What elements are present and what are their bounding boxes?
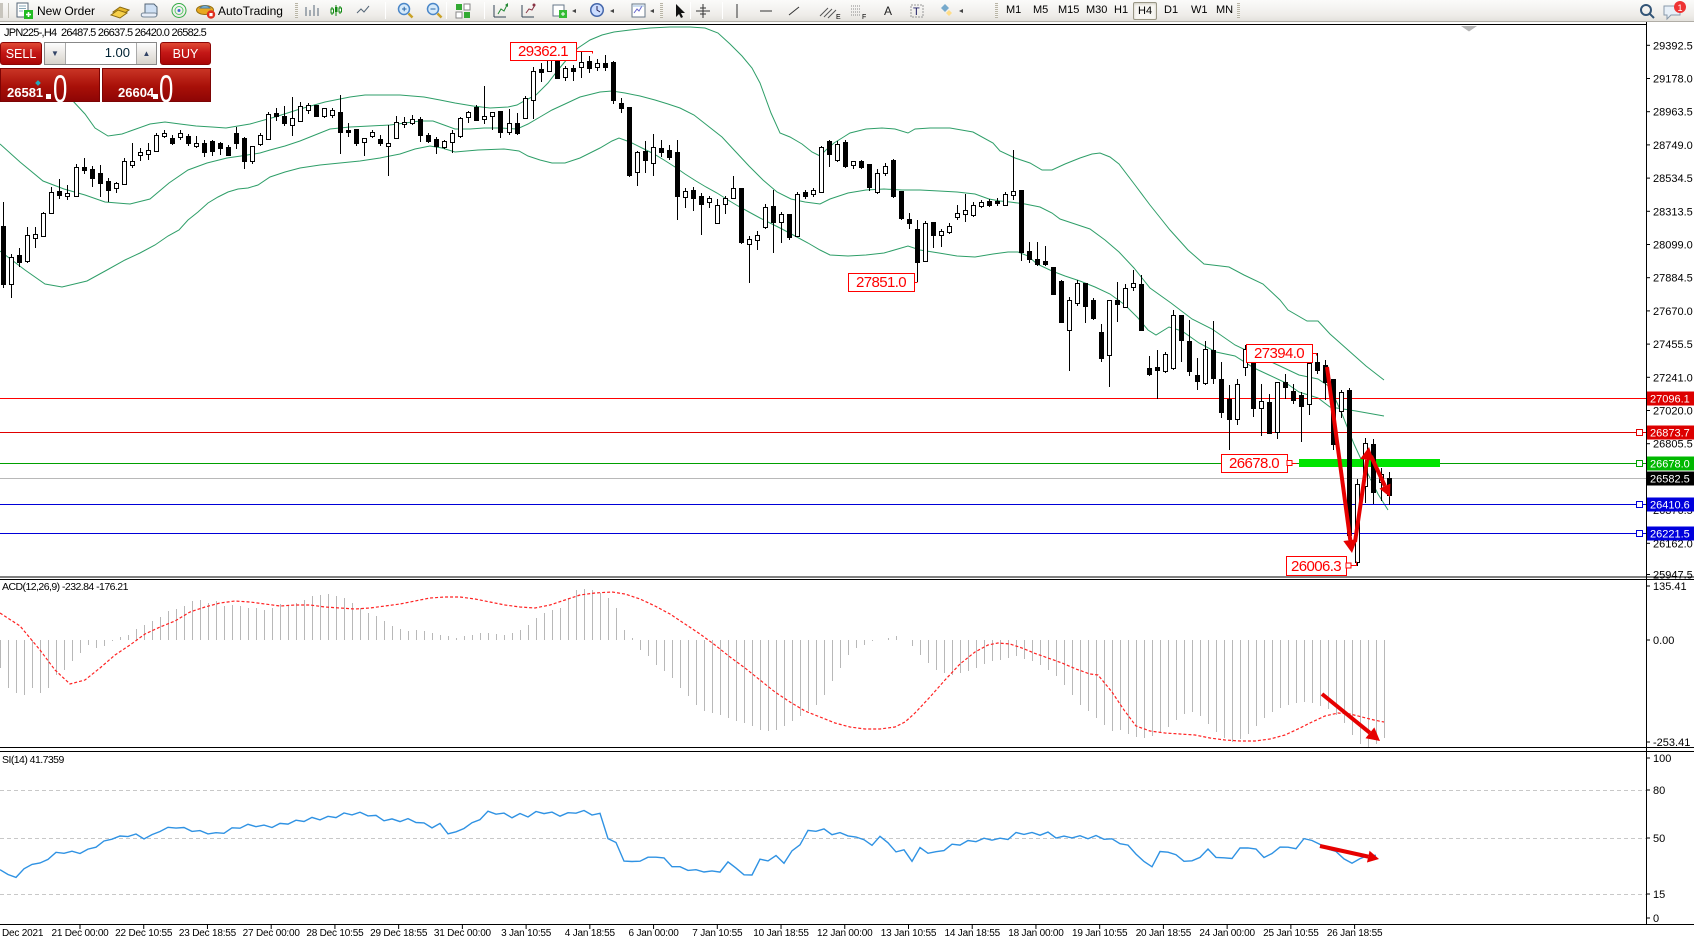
svg-text:JPN225-,H4 26487.5 26637.5 26: JPN225-,H4 26487.5 26637.5 26420.0 26582… — [4, 27, 207, 39]
svg-text:14 Jan 18:55: 14 Jan 18:55 — [945, 928, 1001, 939]
svg-text:31 Dec 00:00: 31 Dec 00:00 — [434, 928, 492, 939]
svg-text:28099.0: 28099.0 — [1653, 240, 1693, 252]
svg-text:27020.0: 27020.0 — [1653, 406, 1693, 418]
svg-text:ACD(12,26,9) -232.84 -176.21: ACD(12,26,9) -232.84 -176.21 — [2, 581, 129, 593]
svg-text:19 Jan 10:55: 19 Jan 10:55 — [1072, 928, 1128, 939]
svg-text:135.41: 135.41 — [1653, 581, 1687, 593]
svg-text:28749.0: 28749.0 — [1653, 140, 1693, 152]
svg-text:26 Jan 18:55: 26 Jan 18:55 — [1327, 928, 1383, 939]
svg-text:21 Dec 00:00: 21 Dec 00:00 — [51, 928, 109, 939]
svg-text:T: T — [913, 6, 920, 18]
svg-text:26221.5: 26221.5 — [1650, 529, 1690, 541]
svg-text:18 Jan 00:00: 18 Jan 00:00 — [1008, 928, 1064, 939]
svg-text:27455.5: 27455.5 — [1653, 339, 1693, 351]
svg-text:23 Dec 18:55: 23 Dec 18:55 — [179, 928, 237, 939]
svg-text:26678.0: 26678.0 — [1650, 459, 1690, 471]
svg-text:29 Dec 18:55: 29 Dec 18:55 — [370, 928, 428, 939]
svg-text:E: E — [836, 14, 841, 21]
svg-text:13 Jan 10:55: 13 Jan 10:55 — [881, 928, 937, 939]
svg-text:15: 15 — [1653, 889, 1665, 901]
svg-text:1: 1 — [1678, 3, 1683, 13]
svg-text:28534.5: 28534.5 — [1653, 173, 1693, 185]
svg-text:27241.0: 27241.0 — [1653, 372, 1693, 384]
svg-text:27394.0: 27394.0 — [1254, 345, 1304, 362]
svg-text:-253.41: -253.41 — [1653, 737, 1690, 749]
svg-text:12 Jan 00:00: 12 Jan 00:00 — [817, 928, 873, 939]
svg-text:100: 100 — [1653, 753, 1671, 765]
svg-text:29178.0: 29178.0 — [1653, 74, 1693, 86]
svg-text:0: 0 — [1653, 913, 1659, 925]
svg-text:25947.5: 25947.5 — [1653, 570, 1693, 582]
svg-text:7 Jan 10:55: 7 Jan 10:55 — [692, 928, 743, 939]
svg-text:26678.0: 26678.0 — [1229, 455, 1279, 472]
svg-text:80: 80 — [1653, 785, 1665, 797]
svg-text:26162.0: 26162.0 — [1653, 538, 1693, 550]
svg-text:29392.5: 29392.5 — [1653, 40, 1693, 52]
svg-text:F: F — [862, 14, 866, 21]
svg-text:28 Dec 10:55: 28 Dec 10:55 — [306, 928, 364, 939]
svg-text:27851.0: 27851.0 — [856, 274, 906, 291]
svg-text:50: 50 — [1653, 833, 1665, 845]
svg-text:6 Jan 00:00: 6 Jan 00:00 — [629, 928, 680, 939]
svg-text:29362.1: 29362.1 — [518, 43, 568, 60]
svg-text:24 Jan 00:00: 24 Jan 00:00 — [1199, 928, 1255, 939]
svg-text:Dec 2021: Dec 2021 — [2, 928, 44, 939]
svg-text:27 Dec 00:00: 27 Dec 00:00 — [243, 928, 301, 939]
svg-text:A: A — [884, 4, 892, 18]
svg-text:27884.5: 27884.5 — [1653, 273, 1693, 285]
svg-text:28963.5: 28963.5 — [1653, 107, 1693, 119]
svg-text:3 Jan 10:55: 3 Jan 10:55 — [501, 928, 552, 939]
svg-text:26006.3: 26006.3 — [1291, 558, 1341, 575]
svg-text:25 Jan 10:55: 25 Jan 10:55 — [1263, 928, 1319, 939]
svg-text:0.00: 0.00 — [1653, 635, 1674, 647]
svg-text:26410.6: 26410.6 — [1650, 500, 1690, 512]
svg-text:27096.1: 27096.1 — [1650, 394, 1690, 406]
svg-text:10 Jan 18:55: 10 Jan 18:55 — [753, 928, 809, 939]
svg-text:26805.5: 26805.5 — [1653, 439, 1693, 451]
svg-text:4 Jan 18:55: 4 Jan 18:55 — [565, 928, 616, 939]
svg-text:26873.7: 26873.7 — [1650, 428, 1690, 440]
svg-text:22 Dec 10:55: 22 Dec 10:55 — [115, 928, 173, 939]
svg-text:26582.5: 26582.5 — [1650, 474, 1690, 486]
svg-text:28313.5: 28313.5 — [1653, 206, 1693, 218]
svg-text:SI(14) 41.7359: SI(14) 41.7359 — [2, 754, 64, 766]
svg-text:27670.0: 27670.0 — [1653, 306, 1693, 318]
svg-text:20 Jan 18:55: 20 Jan 18:55 — [1136, 928, 1192, 939]
